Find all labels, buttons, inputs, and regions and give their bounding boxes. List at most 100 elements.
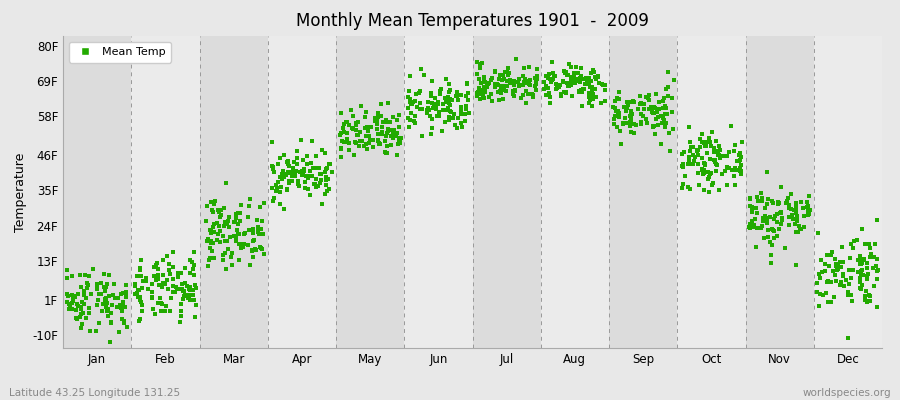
Point bbox=[94, 308, 109, 314]
Point bbox=[801, 212, 815, 218]
Point bbox=[345, 125, 359, 131]
Point bbox=[400, 94, 415, 100]
Point bbox=[726, 172, 741, 179]
Point bbox=[572, 78, 587, 85]
Point bbox=[834, 259, 849, 266]
Point bbox=[560, 80, 574, 86]
Point bbox=[380, 130, 394, 136]
Point bbox=[458, 111, 473, 117]
Point bbox=[720, 152, 734, 159]
Point bbox=[861, 297, 876, 304]
Point bbox=[147, 272, 161, 279]
Point bbox=[320, 164, 335, 171]
Point bbox=[322, 160, 337, 167]
Point bbox=[349, 139, 364, 146]
Point bbox=[228, 232, 242, 239]
Point bbox=[355, 138, 369, 144]
Point bbox=[146, 306, 160, 312]
Point bbox=[662, 130, 676, 136]
Point bbox=[855, 267, 869, 273]
Point bbox=[417, 72, 431, 78]
Point bbox=[92, 320, 106, 326]
Point bbox=[508, 56, 523, 62]
Point bbox=[229, 215, 243, 221]
Point bbox=[281, 170, 295, 176]
Point bbox=[701, 169, 716, 175]
Point bbox=[441, 96, 455, 103]
Point bbox=[139, 274, 153, 281]
Point bbox=[552, 84, 566, 90]
Point bbox=[161, 286, 176, 292]
Point bbox=[166, 289, 180, 295]
Point bbox=[159, 253, 174, 259]
Point bbox=[139, 278, 153, 284]
Point bbox=[218, 219, 232, 226]
Point bbox=[866, 264, 880, 271]
Point bbox=[147, 264, 161, 270]
Point bbox=[132, 318, 147, 324]
Bar bbox=[404, 36, 472, 348]
Point bbox=[280, 186, 294, 192]
Point bbox=[114, 305, 129, 312]
Point bbox=[755, 223, 770, 230]
Point bbox=[145, 294, 159, 300]
Point bbox=[760, 215, 774, 222]
Point bbox=[855, 260, 869, 266]
Point bbox=[74, 283, 88, 290]
Point bbox=[789, 262, 804, 268]
Point bbox=[340, 139, 355, 146]
Point bbox=[450, 124, 464, 131]
Point bbox=[554, 91, 568, 98]
Point bbox=[353, 129, 367, 136]
Point bbox=[852, 275, 867, 281]
Point bbox=[211, 236, 225, 243]
Point bbox=[512, 82, 526, 88]
Point bbox=[820, 252, 834, 258]
Point bbox=[132, 266, 147, 273]
Point bbox=[413, 106, 428, 112]
Point bbox=[656, 113, 670, 119]
Point bbox=[789, 207, 804, 213]
Point bbox=[491, 82, 505, 88]
Point bbox=[788, 207, 802, 214]
Point bbox=[623, 99, 637, 105]
Point bbox=[522, 64, 536, 70]
Point bbox=[683, 139, 698, 146]
Point bbox=[786, 216, 800, 222]
Point bbox=[500, 72, 515, 78]
Point bbox=[454, 105, 468, 111]
Point bbox=[265, 163, 279, 170]
Point bbox=[675, 185, 689, 191]
Point bbox=[183, 297, 197, 303]
Point bbox=[280, 159, 294, 165]
Point bbox=[580, 81, 595, 87]
Point bbox=[832, 265, 846, 271]
Point bbox=[581, 91, 596, 97]
Point bbox=[373, 141, 387, 147]
Point bbox=[488, 81, 502, 87]
Point bbox=[135, 302, 149, 308]
Point bbox=[208, 198, 222, 204]
Point bbox=[334, 154, 348, 160]
Point bbox=[537, 79, 552, 86]
Point bbox=[745, 218, 760, 224]
Point bbox=[712, 142, 726, 149]
Point bbox=[135, 308, 149, 314]
Point bbox=[286, 165, 301, 171]
Point bbox=[400, 115, 415, 121]
Point bbox=[850, 269, 865, 276]
Point bbox=[81, 282, 95, 288]
Point bbox=[199, 218, 213, 224]
Point bbox=[695, 166, 709, 172]
Point bbox=[822, 263, 836, 269]
Point bbox=[854, 260, 868, 266]
Point bbox=[557, 68, 572, 74]
Point bbox=[353, 138, 367, 144]
Point bbox=[612, 114, 626, 120]
Point bbox=[680, 161, 695, 167]
Point bbox=[95, 301, 110, 308]
Point bbox=[322, 161, 337, 167]
Point bbox=[178, 265, 193, 271]
Point bbox=[620, 120, 634, 126]
Point bbox=[860, 273, 875, 280]
